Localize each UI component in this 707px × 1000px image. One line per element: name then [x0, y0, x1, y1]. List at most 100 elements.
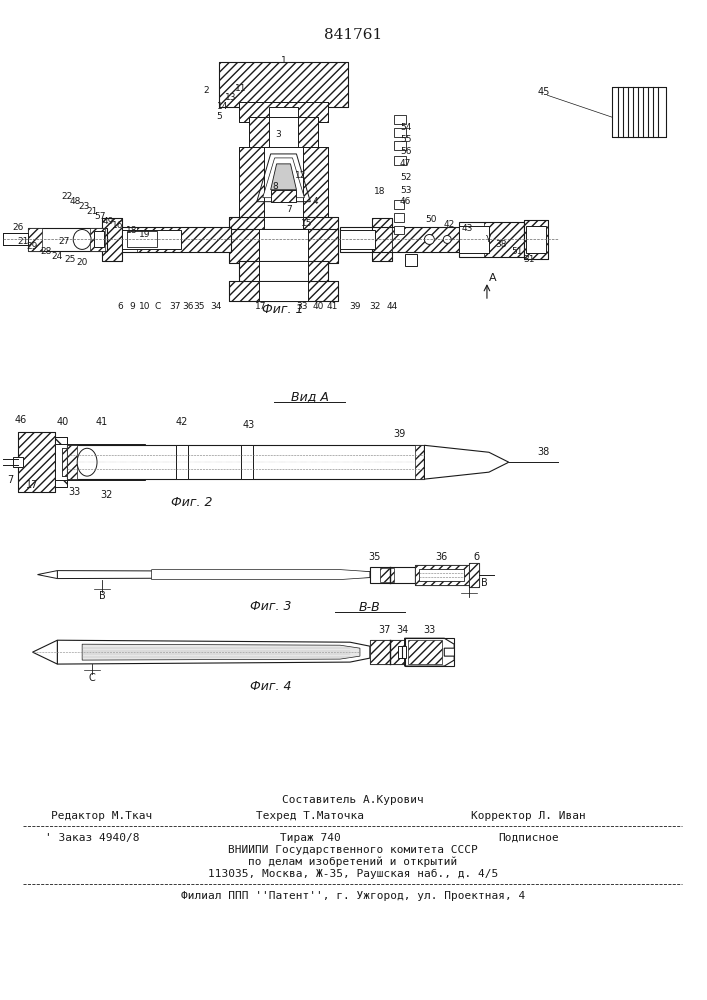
Text: 20: 20: [76, 258, 88, 267]
Bar: [414, 445, 424, 479]
Bar: [469, 563, 479, 587]
Bar: [229, 229, 338, 263]
Text: Тираж 740: Тираж 740: [280, 833, 341, 843]
Bar: [259, 229, 308, 263]
Bar: [239, 261, 328, 283]
Text: 52: 52: [400, 173, 411, 182]
Text: А: А: [489, 273, 497, 283]
Bar: [269, 107, 298, 142]
Text: Филиал ППП ''Патент'', г. Ужгород, ул. Проектная, 4: Филиал ППП ''Патент'', г. Ужгород, ул. П…: [181, 891, 525, 901]
Bar: [136, 227, 231, 252]
Bar: [264, 217, 303, 232]
Bar: [90, 228, 105, 251]
Text: 40: 40: [312, 302, 324, 311]
Text: 32: 32: [369, 302, 380, 311]
Bar: [102, 218, 122, 261]
Text: 41: 41: [96, 417, 108, 427]
Text: Подписное: Подписное: [498, 833, 559, 843]
Text: 7: 7: [286, 205, 293, 214]
Bar: [459, 226, 489, 253]
Text: В-В: В-В: [359, 601, 381, 614]
Text: 36: 36: [182, 302, 194, 311]
Bar: [372, 218, 392, 261]
Text: 34: 34: [397, 625, 409, 635]
Text: 28: 28: [41, 247, 52, 256]
Text: 45: 45: [537, 87, 549, 97]
Bar: [370, 640, 404, 664]
Bar: [303, 147, 328, 222]
Text: С: С: [88, 673, 95, 683]
Bar: [13, 457, 23, 467]
Text: 2: 2: [204, 86, 209, 95]
Text: 33: 33: [297, 302, 308, 311]
Polygon shape: [37, 571, 57, 579]
Ellipse shape: [74, 230, 91, 249]
Bar: [394, 141, 406, 150]
Bar: [524, 220, 549, 259]
Text: 14: 14: [217, 102, 229, 111]
Bar: [219, 62, 348, 107]
Text: 53: 53: [400, 186, 411, 195]
Text: по делам изобретений и открытий: по делам изобретений и открытий: [248, 857, 457, 867]
Bar: [67, 445, 77, 479]
Text: ВНИИПИ Государственного комитета СССР: ВНИИПИ Государственного комитета СССР: [228, 845, 478, 855]
Polygon shape: [57, 640, 370, 664]
Bar: [239, 261, 259, 283]
Text: 46: 46: [15, 415, 27, 425]
Text: 47: 47: [400, 159, 411, 168]
Text: Фиг. 3: Фиг. 3: [250, 600, 291, 613]
Text: В: В: [98, 591, 105, 601]
Bar: [407, 640, 443, 664]
Polygon shape: [404, 638, 454, 666]
Bar: [404, 254, 416, 266]
Text: 57: 57: [94, 212, 106, 221]
Bar: [394, 213, 404, 222]
Text: 8: 8: [273, 182, 279, 191]
Bar: [414, 565, 469, 585]
Bar: [259, 261, 308, 283]
Bar: [94, 231, 104, 247]
Bar: [414, 565, 469, 585]
Bar: [308, 229, 338, 263]
Bar: [370, 640, 404, 664]
Polygon shape: [82, 644, 360, 660]
Text: 6: 6: [117, 302, 123, 311]
Text: 46: 46: [400, 197, 411, 206]
Bar: [394, 115, 406, 124]
Bar: [380, 568, 394, 582]
Polygon shape: [57, 571, 370, 579]
Text: 55: 55: [400, 135, 411, 144]
Text: В: В: [481, 578, 487, 588]
Polygon shape: [151, 570, 370, 580]
Bar: [229, 217, 338, 232]
Text: 21: 21: [86, 207, 98, 216]
Text: 13: 13: [226, 93, 237, 102]
Bar: [122, 230, 182, 249]
Text: 4: 4: [312, 197, 318, 206]
Bar: [525, 226, 547, 253]
Text: 39: 39: [394, 429, 406, 439]
Bar: [308, 261, 328, 283]
Bar: [229, 281, 338, 301]
Bar: [524, 220, 549, 259]
Bar: [612, 87, 665, 137]
Text: 3: 3: [276, 130, 281, 139]
Text: 32: 32: [101, 490, 113, 500]
Text: 7: 7: [8, 475, 14, 485]
Bar: [239, 102, 328, 122]
Text: 17: 17: [255, 302, 267, 311]
Text: 31: 31: [523, 255, 534, 264]
Text: Редактор М.Ткач: Редактор М.Ткач: [52, 811, 153, 821]
Text: 17: 17: [26, 480, 39, 490]
Bar: [271, 190, 296, 202]
Bar: [3, 233, 28, 245]
Bar: [55, 444, 145, 480]
Text: 42: 42: [443, 220, 455, 229]
Bar: [264, 147, 303, 222]
Bar: [394, 200, 404, 209]
Bar: [28, 228, 42, 251]
Polygon shape: [271, 164, 296, 190]
Polygon shape: [424, 445, 509, 479]
Text: б: б: [473, 552, 479, 562]
Text: 27: 27: [59, 237, 70, 246]
